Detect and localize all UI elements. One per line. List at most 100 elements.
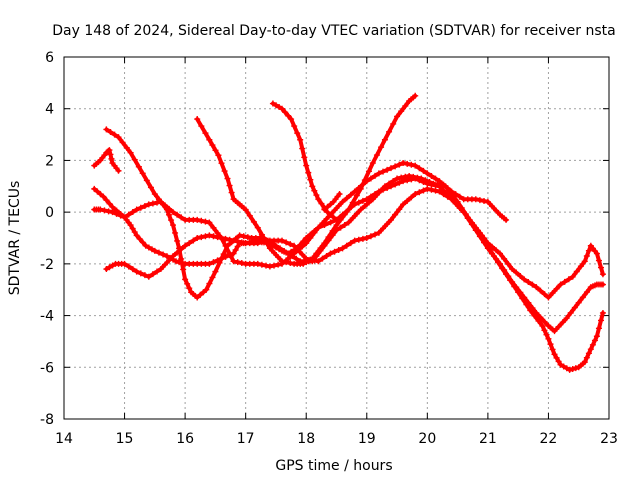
data-point — [151, 247, 158, 254]
data-point — [115, 134, 122, 141]
data-point — [299, 145, 306, 152]
data-point — [287, 241, 294, 248]
data-point — [335, 202, 342, 209]
data-point — [106, 200, 113, 207]
data-point — [222, 242, 229, 249]
data-point — [505, 273, 512, 280]
y-tick-label: -2 — [40, 257, 54, 273]
data-point — [489, 203, 496, 210]
data-point — [484, 198, 491, 205]
data-point — [363, 196, 370, 203]
data-point — [103, 126, 110, 133]
data-point — [412, 175, 419, 182]
y-tick-label: -8 — [40, 412, 54, 428]
data-point — [416, 177, 423, 184]
data-point — [501, 255, 508, 262]
chart-title: Day 148 of 2024, Sidereal Day-to-day VTE… — [52, 23, 615, 39]
data-point — [168, 217, 175, 224]
data-point — [155, 249, 162, 256]
data-point — [331, 207, 338, 214]
data-point — [230, 258, 237, 265]
data-point — [452, 200, 459, 207]
data-point — [566, 366, 573, 373]
data-point — [561, 278, 568, 285]
data-point — [331, 248, 338, 255]
data-point — [535, 317, 542, 324]
data-point — [226, 236, 233, 243]
data-point — [166, 257, 173, 264]
data-point — [324, 209, 331, 216]
data-point — [456, 193, 463, 200]
data-point — [365, 168, 372, 175]
data-point — [424, 185, 431, 192]
data-point — [563, 315, 570, 322]
data-point — [404, 160, 411, 167]
data-point — [380, 168, 387, 175]
data-point — [428, 186, 435, 193]
data-point — [440, 181, 447, 188]
data-point — [303, 259, 310, 266]
y-tick-label: -4 — [40, 309, 54, 325]
data-point — [206, 260, 213, 267]
data-point — [333, 222, 340, 229]
data-point — [587, 346, 594, 353]
data-point — [323, 215, 330, 222]
data-point — [202, 130, 209, 137]
data-point — [361, 203, 368, 210]
data-point — [390, 120, 397, 127]
data-point — [513, 284, 520, 291]
data-point — [571, 304, 578, 311]
data-point — [517, 273, 524, 280]
data-point — [381, 136, 388, 143]
data-point — [131, 156, 138, 163]
data-point — [170, 222, 176, 229]
data-point — [349, 199, 356, 206]
data-point — [182, 242, 189, 249]
data-point — [341, 221, 348, 228]
data-point — [174, 249, 181, 256]
data-point — [559, 319, 566, 326]
data-point — [137, 270, 144, 277]
data-point — [285, 250, 292, 257]
data-point — [324, 203, 331, 210]
data-point — [493, 247, 500, 254]
data-point — [319, 255, 326, 262]
data-point — [319, 220, 326, 227]
data-point — [533, 309, 540, 316]
data-point — [212, 268, 219, 275]
data-point — [186, 240, 193, 247]
data-point — [327, 219, 334, 226]
data-point — [315, 196, 322, 203]
data-point — [313, 250, 320, 257]
data-point — [307, 176, 314, 183]
x-tick-label: 17 — [237, 431, 255, 447]
data-point — [428, 172, 435, 179]
data-point — [537, 314, 544, 321]
data-point — [497, 260, 503, 267]
data-point — [179, 260, 186, 267]
data-point — [234, 243, 241, 250]
data-point — [291, 123, 298, 130]
data-point — [489, 243, 496, 250]
data-point — [115, 167, 122, 174]
data-point — [390, 178, 397, 185]
data-point — [583, 252, 590, 259]
data-point — [493, 255, 500, 262]
data-point — [160, 251, 167, 258]
data-point — [436, 183, 443, 190]
data-point — [553, 285, 560, 292]
data-point — [577, 263, 584, 270]
data-point — [121, 260, 128, 267]
data-point — [388, 183, 394, 190]
data-point — [355, 199, 362, 206]
data-point — [351, 188, 358, 195]
data-point — [484, 245, 491, 252]
data-point — [107, 129, 114, 136]
data-point — [357, 185, 364, 192]
data-point — [349, 215, 356, 222]
x-tick-label: 20 — [418, 431, 436, 447]
data-point — [549, 290, 556, 297]
data-point — [180, 266, 187, 273]
data-point — [226, 182, 233, 189]
data-point — [174, 237, 181, 244]
